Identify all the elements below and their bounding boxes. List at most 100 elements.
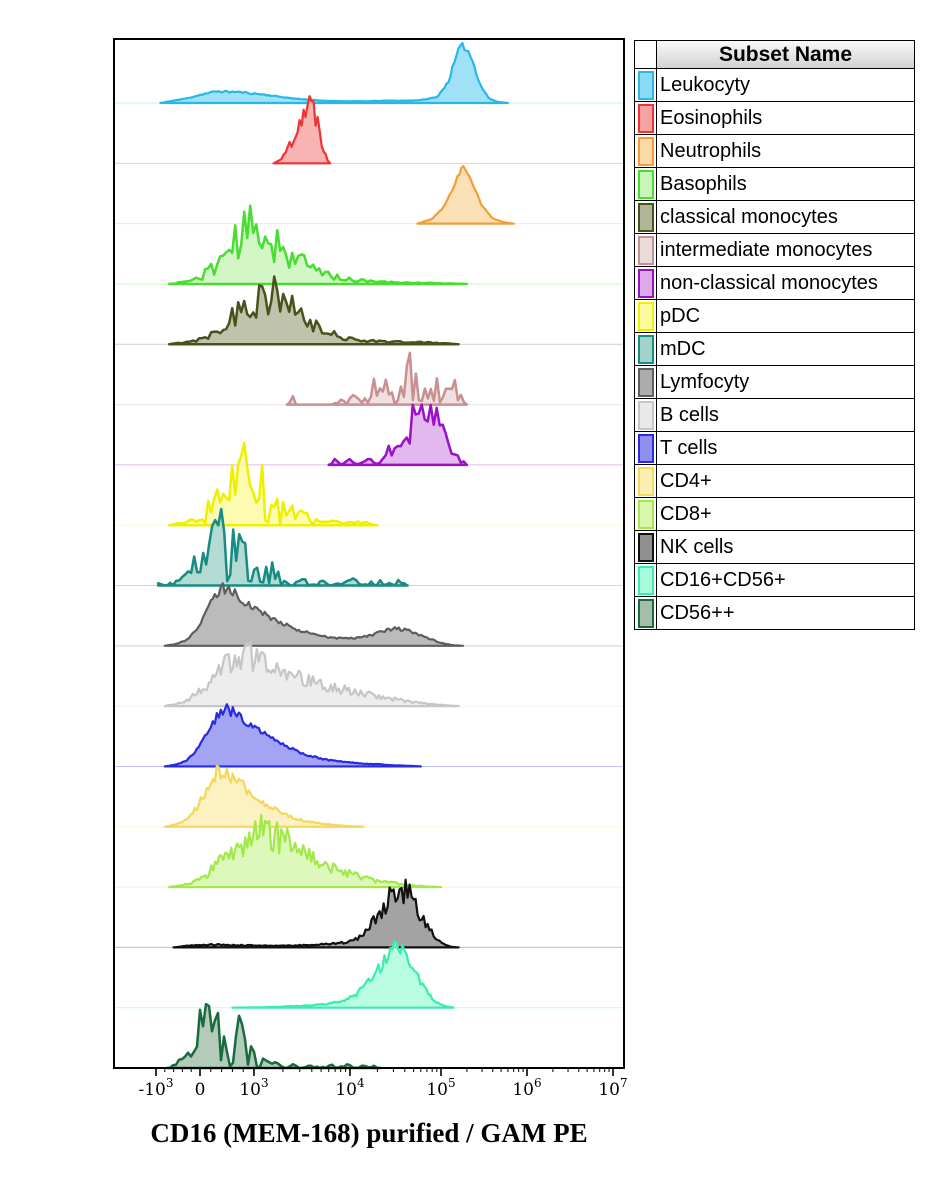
legend-row-leukocyty: Leukocyty <box>635 68 914 101</box>
histogram-curve-leukocyty <box>159 41 509 105</box>
legend-row-eosinophils: Eosinophils <box>635 101 914 134</box>
legend-swatch-cell <box>635 135 657 167</box>
legend-row-neutrophils: Neutrophils <box>635 134 914 167</box>
x-axis-title: CD16 (MEM-168) purified / GAM PE <box>150 1118 588 1148</box>
legend-color-swatch <box>637 499 654 529</box>
legend-swatch-cell <box>635 465 657 497</box>
legend-swatch-cell <box>635 432 657 464</box>
plot-frame <box>113 38 625 1069</box>
x-axis-tick-label: -103 <box>138 1076 173 1100</box>
legend-row-cd8+: CD8+ <box>635 497 914 530</box>
legend-subset-name: classical monocytes <box>660 205 838 228</box>
x-axis-tick-label: 107 <box>598 1076 627 1100</box>
x-axis-tick-label: 105 <box>426 1076 455 1100</box>
legend-subset-name: Eosinophils <box>660 106 763 129</box>
legend-color-swatch <box>637 268 654 298</box>
legend-swatch-cell <box>635 234 657 266</box>
histogram-curve-cd8+ <box>168 814 443 889</box>
histogram-curve-classical-monocytes <box>167 275 460 346</box>
legend-swatch-cell <box>635 399 657 431</box>
legend-subset-name: Lymfocyty <box>660 370 750 393</box>
legend-color-swatch <box>637 301 654 331</box>
legend-row-mdc: mDC <box>635 332 914 365</box>
x-axis-ticks <box>155 1068 614 1076</box>
legend-swatch-cell <box>635 564 657 596</box>
legend-color-swatch <box>637 565 654 595</box>
legend-color-swatch <box>637 103 654 133</box>
legend-subset-name: mDC <box>660 337 706 360</box>
x-axis-tick-label: 106 <box>512 1076 541 1100</box>
histogram-curve-eosinophils <box>272 95 332 165</box>
legend-color-swatch <box>637 532 654 562</box>
legend-subset-name: CD16+CD56+ <box>660 568 786 591</box>
legend-row-lymfocyty: Lymfocyty <box>635 365 914 398</box>
histogram-curve-basophils <box>167 204 469 286</box>
legend-subset-name: Leukocyty <box>660 73 751 96</box>
legend-row-cd56++: CD56++ <box>635 596 914 629</box>
legend-row-basophils: Basophils <box>635 167 914 200</box>
legend-color-swatch <box>637 136 654 166</box>
legend-color-swatch <box>637 367 654 397</box>
histogram-curve-cd4+ <box>163 764 365 828</box>
histogram-curve-pdc <box>167 441 379 527</box>
legend-color-swatch <box>637 598 654 628</box>
histogram-curve-cd16+cd56+ <box>231 940 455 1009</box>
legend-subset-name: B cells <box>660 403 719 426</box>
legend-subset-name: CD8+ <box>660 502 712 525</box>
histogram-curve-mdc <box>156 507 409 587</box>
legend-subset-name: T cells <box>660 436 718 459</box>
histogram-curve-intermediate-monocytes <box>285 351 469 406</box>
legend-row-classical-monocytes: classical monocytes <box>635 200 914 233</box>
legend-swatch-cell <box>635 498 657 530</box>
legend-row-nk-cells: NK cells <box>635 530 914 563</box>
legend-swatch-cell <box>635 102 657 134</box>
legend-color-swatch <box>637 235 654 265</box>
legend-subset-name: NK cells <box>660 535 734 558</box>
histogram-curve-cd56++ <box>165 1002 383 1070</box>
histogram-curve-t-cells <box>163 703 422 768</box>
legend-subset-name: pDC <box>660 304 701 327</box>
legend-header-row: Subset Name <box>635 41 914 68</box>
legend-color-swatch <box>637 169 654 199</box>
legend-swatch-cell <box>635 531 657 563</box>
legend-color-swatch <box>637 334 654 364</box>
legend-subset-name: CD56++ <box>660 601 735 624</box>
legend-color-swatch <box>637 202 654 232</box>
legend-header-title: Subset Name <box>657 41 914 68</box>
legend-color-swatch <box>637 70 654 100</box>
legend-subset-name: Basophils <box>660 172 747 195</box>
x-axis-tick-label: 0 <box>195 1080 206 1100</box>
legend-row-pdc: pDC <box>635 299 914 332</box>
histogram-curve-non-classical-monocytes <box>327 403 469 467</box>
x-axis-tick-label: 103 <box>239 1076 268 1100</box>
legend-row-t-cells: T cells <box>635 431 914 464</box>
legend-color-swatch <box>637 400 654 430</box>
legend-row-intermediate-monocytes: intermediate monocytes <box>635 233 914 266</box>
histogram-curve-b-cells <box>163 641 460 708</box>
legend-subset-name: CD4+ <box>660 469 712 492</box>
legend-swatch-cell <box>635 597 657 629</box>
legend-swatch-cell <box>635 69 657 101</box>
legend-color-swatch <box>637 433 654 463</box>
legend-row-non-classical-monocytes: non-classical monocytes <box>635 266 914 299</box>
legend-swatch-cell <box>635 333 657 365</box>
legend-swatch-cell <box>635 201 657 233</box>
legend-swatch-cell <box>635 300 657 332</box>
legend-subset-name: intermediate monocytes <box>660 238 873 261</box>
legend-swatch-cell <box>635 168 657 200</box>
legend-swatch-cell <box>635 267 657 299</box>
legend-row-cd16+cd56+: CD16+CD56+ <box>635 563 914 596</box>
legend-color-swatch <box>637 466 654 496</box>
histogram-curve-neutrophils <box>416 165 515 225</box>
legend-subset-name: non-classical monocytes <box>660 271 878 294</box>
histogram-curve-lymfocyty <box>163 582 465 647</box>
legend-row-b-cells: B cells <box>635 398 914 431</box>
legend-swatch-cell <box>635 366 657 398</box>
histogram-curve-nk-cells <box>172 878 460 949</box>
x-axis-tick-label: 104 <box>335 1076 365 1100</box>
legend-header-swatch-cell <box>635 41 657 68</box>
legend-subset-name: Neutrophils <box>660 139 762 162</box>
legend-row-cd4+: CD4+ <box>635 464 914 497</box>
